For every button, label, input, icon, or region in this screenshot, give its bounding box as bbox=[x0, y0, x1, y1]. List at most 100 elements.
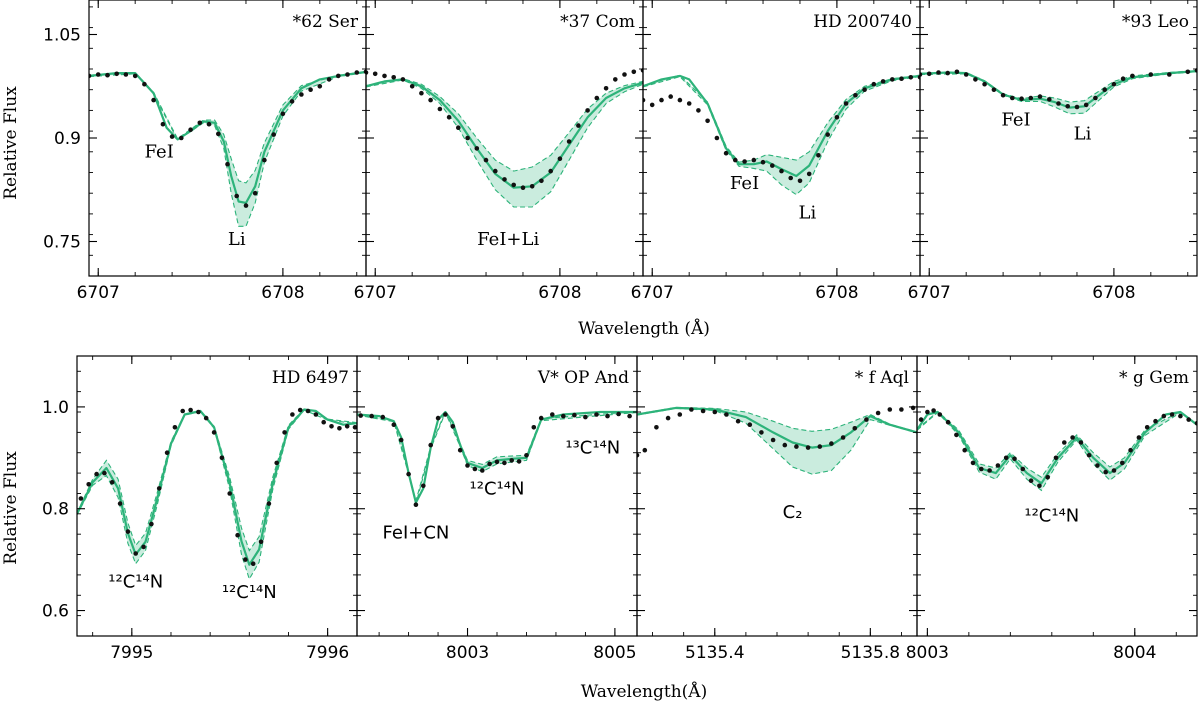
observed-point bbox=[1186, 417, 1191, 422]
x-tick-label: 8003 bbox=[446, 643, 489, 663]
observed-point bbox=[1144, 425, 1150, 430]
top-y-axis-label: Relative Flux bbox=[1, 86, 21, 200]
observed-point bbox=[603, 86, 609, 91]
line-annotation: Li bbox=[798, 203, 816, 224]
observed-point bbox=[258, 539, 264, 545]
observed-point bbox=[668, 94, 673, 99]
band-upper-line bbox=[917, 410, 1197, 478]
observed-point bbox=[797, 178, 803, 184]
observed-point bbox=[502, 460, 507, 466]
observed-point bbox=[280, 111, 286, 117]
line-annotation: Li bbox=[228, 229, 246, 250]
observed-point bbox=[446, 115, 452, 120]
line-annotation: C₂ bbox=[783, 502, 803, 523]
uncertainty-band bbox=[366, 78, 643, 207]
observed-point bbox=[1010, 95, 1015, 101]
observed-point bbox=[931, 408, 936, 413]
panel-frame bbox=[919, 0, 1198, 277]
observed-point bbox=[677, 412, 683, 417]
observed-point bbox=[1000, 92, 1006, 98]
band-lower-line bbox=[77, 409, 357, 581]
band-lower-line bbox=[637, 407, 917, 475]
band-upper-line bbox=[77, 408, 357, 552]
observed-point bbox=[133, 551, 138, 556]
observed-point bbox=[751, 157, 757, 163]
observed-point bbox=[1128, 447, 1133, 453]
panel-title: * f Aql bbox=[855, 368, 909, 388]
observed-point bbox=[1148, 72, 1154, 77]
observed-point bbox=[1047, 97, 1052, 102]
observed-point bbox=[659, 97, 664, 103]
observed-point bbox=[735, 418, 741, 424]
observed-point bbox=[262, 157, 267, 163]
line-annotation: FeI+Li bbox=[477, 229, 539, 250]
panel-3: 6707 6708 HD 200740 FeI Li bbox=[631, 0, 921, 303]
observed-point bbox=[465, 135, 470, 141]
observed-point bbox=[78, 496, 84, 501]
line-annotation: FeI bbox=[1001, 110, 1030, 131]
observed-point bbox=[742, 159, 747, 164]
observed-point bbox=[561, 413, 566, 419]
observed-point bbox=[843, 101, 849, 106]
observed-point bbox=[760, 159, 766, 165]
panel-frame bbox=[636, 355, 918, 637]
model-spectrum-line bbox=[89, 70, 366, 204]
observed-point bbox=[474, 146, 480, 151]
observed-point bbox=[419, 90, 424, 96]
observed-point bbox=[502, 177, 507, 182]
observed-point bbox=[890, 77, 895, 82]
observed-point bbox=[529, 184, 535, 189]
observed-point bbox=[141, 544, 146, 550]
observed-point bbox=[1086, 453, 1092, 458]
y-tick-label: 1.0 bbox=[42, 398, 69, 418]
observed-point bbox=[1020, 466, 1026, 472]
observed-point bbox=[509, 458, 514, 463]
observed-point bbox=[457, 447, 463, 453]
observed-point bbox=[937, 412, 943, 417]
uncertainty-band bbox=[89, 71, 366, 227]
observed-point bbox=[705, 118, 710, 124]
observed-point bbox=[642, 447, 648, 453]
observed-point bbox=[188, 127, 193, 132]
observed-point bbox=[132, 73, 138, 79]
panel-title: *37 Com bbox=[560, 12, 635, 32]
observed-point bbox=[1178, 413, 1183, 419]
observed-point bbox=[918, 417, 924, 422]
observed-point bbox=[759, 430, 764, 435]
observed-point bbox=[747, 422, 753, 428]
observed-point bbox=[117, 501, 123, 506]
observed-point bbox=[594, 412, 599, 417]
observed-point bbox=[1093, 95, 1098, 101]
observed-point bbox=[308, 87, 313, 92]
observed-point bbox=[1136, 435, 1142, 440]
observed-point bbox=[1095, 463, 1100, 468]
panels-layer: 0.75 0.9 1.05 6707 6708 *62 Ser FeI Li 6707 6708 *… bbox=[42, 0, 1198, 663]
observed-point bbox=[585, 108, 590, 113]
observed-point bbox=[714, 135, 720, 141]
observed-point bbox=[970, 460, 976, 466]
observed-point bbox=[86, 482, 91, 487]
observed-point bbox=[1037, 483, 1042, 489]
panel-5: 0.6 0.8 1.0 7995 7996 HD 6497 ¹²C¹⁴N ¹²C¹⁴N bbox=[42, 355, 358, 663]
observed-point bbox=[686, 101, 692, 106]
panel-6: 8003 8005 V* OP And FeI+CN ¹²C¹⁴N ¹³C¹⁴N bbox=[356, 355, 638, 663]
observed-point bbox=[1103, 469, 1108, 475]
observed-point bbox=[369, 413, 375, 419]
observed-point bbox=[631, 69, 637, 75]
observed-point bbox=[164, 450, 170, 456]
observed-point bbox=[1102, 87, 1107, 92]
observed-point bbox=[252, 190, 258, 196]
y-tick-label: 0.8 bbox=[42, 500, 69, 520]
panel-title: *62 Ser bbox=[293, 12, 359, 32]
y-tick-label: 0.6 bbox=[42, 602, 69, 622]
observed-point bbox=[480, 468, 485, 473]
observed-point bbox=[290, 412, 295, 417]
line-annotation: Li bbox=[1074, 123, 1092, 144]
observed-point bbox=[149, 521, 154, 527]
observed-point bbox=[871, 81, 877, 87]
line-annotation: ¹²C¹⁴N bbox=[470, 478, 525, 499]
x-tick-label: 6707 bbox=[631, 283, 674, 303]
observed-point bbox=[437, 106, 443, 112]
top-x-axis-label: Wavelength (Å) bbox=[578, 318, 710, 339]
observed-point bbox=[979, 466, 984, 472]
